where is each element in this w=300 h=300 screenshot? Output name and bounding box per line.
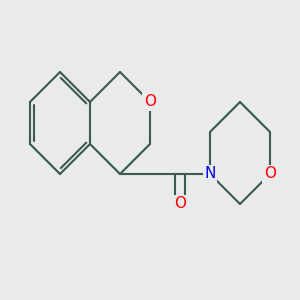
Text: N: N [204, 167, 216, 182]
Text: O: O [174, 196, 186, 211]
Text: O: O [264, 167, 276, 182]
Text: O: O [144, 94, 156, 110]
